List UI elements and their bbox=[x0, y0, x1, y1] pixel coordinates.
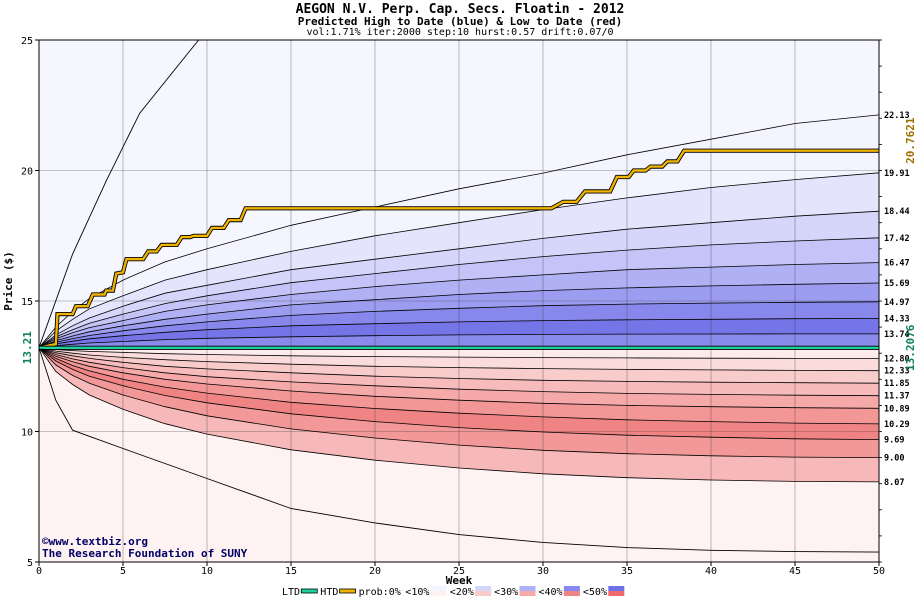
quantile-label-16.47: 16.47 bbox=[884, 259, 910, 269]
credit-url: ©www.textbiz.org bbox=[42, 535, 148, 548]
legend-swatch-1 bbox=[339, 588, 357, 594]
quantile-label-14.33: 14.33 bbox=[884, 314, 910, 324]
legend-label-6: <40% bbox=[539, 587, 563, 598]
quantile-lines bbox=[38, 39, 880, 553]
quantile-line-9.69 bbox=[38, 347, 880, 440]
legend-label-7: <50% bbox=[583, 587, 607, 598]
x-tick-label-5: 5 bbox=[120, 566, 126, 577]
quantile-label-11.85: 11.85 bbox=[884, 379, 910, 389]
legend-swatch-bottom-6 bbox=[563, 591, 580, 596]
quantile-label-22.13: 22.13 bbox=[884, 111, 910, 121]
quantile-label-18.44: 18.44 bbox=[884, 207, 910, 217]
quantile-line-8.07 bbox=[38, 347, 880, 483]
quantile-line-13.74 bbox=[38, 333, 879, 349]
quantile-line-11.85 bbox=[38, 347, 880, 384]
quantile-line-10.29 bbox=[38, 347, 880, 425]
legend-swatch-top-5 bbox=[519, 586, 536, 591]
quantile-label-13.74: 13.74 bbox=[884, 330, 910, 340]
legend-swatch-bottom-7 bbox=[608, 591, 625, 596]
legend-label-0: LTD bbox=[282, 587, 300, 598]
quantile-line-14.97 bbox=[38, 301, 880, 349]
quantile-line-12.80 bbox=[38, 347, 879, 359]
x-tick-label-45: 45 bbox=[789, 566, 801, 577]
x-tick-label-40: 40 bbox=[705, 566, 717, 577]
y-tick-label-15: 15 bbox=[21, 297, 33, 308]
legend: LTD HTD prob:0% <10% <20% <30% <40% <50% bbox=[282, 586, 625, 598]
series bbox=[38, 148, 879, 350]
quantile-label-15.69: 15.69 bbox=[884, 279, 910, 289]
chart-params: vol:1.71% iter:2000 step:10 hurst:0.57 d… bbox=[306, 27, 614, 38]
legend-label-4: <20% bbox=[450, 587, 474, 598]
quantile-label-12.80: 12.80 bbox=[884, 354, 910, 364]
max-line bbox=[38, 39, 199, 348]
quantile-line-17.42 bbox=[38, 237, 880, 349]
x-tick-label-50: 50 bbox=[873, 566, 885, 577]
y-tick-label-20: 20 bbox=[21, 167, 33, 178]
x-tick-label-35: 35 bbox=[621, 566, 633, 577]
x-tick-label-0: 0 bbox=[36, 566, 42, 577]
legend-swatch-bottom-4 bbox=[475, 591, 492, 596]
quantile-line-16.47 bbox=[38, 262, 880, 349]
y-axis-label: Price ($) bbox=[2, 251, 15, 311]
quantile-label-10.29: 10.29 bbox=[884, 420, 910, 430]
quantile-line-9.00 bbox=[38, 347, 880, 458]
start-price-label: 13.21 bbox=[21, 331, 34, 364]
ltd-final-label: 13.2076 bbox=[904, 324, 917, 371]
x-axis-label: Week bbox=[446, 574, 473, 587]
quantile-line-18.44 bbox=[38, 210, 880, 349]
x-tick-label-15: 15 bbox=[285, 566, 297, 577]
quantile-label-14.97: 14.97 bbox=[884, 298, 910, 308]
legend-label-5: <30% bbox=[494, 587, 518, 598]
x-tick-label-25: 25 bbox=[453, 566, 465, 577]
credit-org: The Research Foundation of SUNY bbox=[42, 547, 248, 560]
quantile-line-10.89 bbox=[38, 347, 880, 409]
htd-final-label: 20.7621 bbox=[904, 117, 917, 164]
quantile-label-12.33: 12.33 bbox=[884, 367, 910, 377]
legend-swatch-top-6 bbox=[563, 586, 580, 591]
htd-line bbox=[38, 149, 879, 349]
quantile-label-11.37: 11.37 bbox=[884, 392, 910, 402]
chart-subtitle: Predicted High to Date (blue) & Low to D… bbox=[297, 15, 623, 28]
legend-swatch-top-4 bbox=[475, 586, 492, 591]
quantile-line-11.37 bbox=[38, 347, 880, 397]
legend-label-2: prob:0% bbox=[359, 587, 401, 598]
chart-title: AEGON N.V. Perp. Cap. Secs. Floatin - 20… bbox=[295, 2, 625, 17]
legend-label-3: <10% bbox=[405, 587, 429, 598]
x-tick-label-10: 10 bbox=[201, 566, 213, 577]
y-tick-label-25: 25 bbox=[21, 36, 33, 47]
legend-swatch-bottom-5 bbox=[519, 591, 536, 596]
x-tick-label-20: 20 bbox=[369, 566, 381, 577]
labels: 22.13 19.91 18.44 17.42 16.47 15.69 14.97 14.33… bbox=[884, 111, 917, 488]
quantile-line-14.33 bbox=[38, 318, 880, 349]
quantile-line-12.33 bbox=[38, 347, 880, 372]
y-tick-label-10: 10 bbox=[21, 428, 33, 439]
quantile-label-17.42: 17.42 bbox=[884, 234, 910, 244]
legend-label-1: HTD bbox=[320, 587, 338, 598]
quantile-line-15.69 bbox=[38, 282, 880, 349]
quantile-label-9.00: 9.00 bbox=[884, 454, 904, 464]
min-line bbox=[38, 347, 880, 553]
quantile-label-9.69: 9.69 bbox=[884, 436, 904, 446]
legend-swatch-bottom-3 bbox=[430, 591, 447, 596]
legend-swatch-top-7 bbox=[608, 586, 625, 591]
quantile-label-19.91: 19.91 bbox=[884, 169, 910, 179]
legend-swatch-top-3 bbox=[430, 586, 447, 591]
quantile-label-10.89: 10.89 bbox=[884, 404, 910, 414]
x-tick-label-30: 30 bbox=[537, 566, 549, 577]
y-tick-label-5: 5 bbox=[27, 558, 33, 569]
legend-swatch-0 bbox=[300, 588, 318, 594]
quantile-line-19.91 bbox=[38, 172, 880, 348]
quantile-label-8.07: 8.07 bbox=[884, 478, 904, 488]
